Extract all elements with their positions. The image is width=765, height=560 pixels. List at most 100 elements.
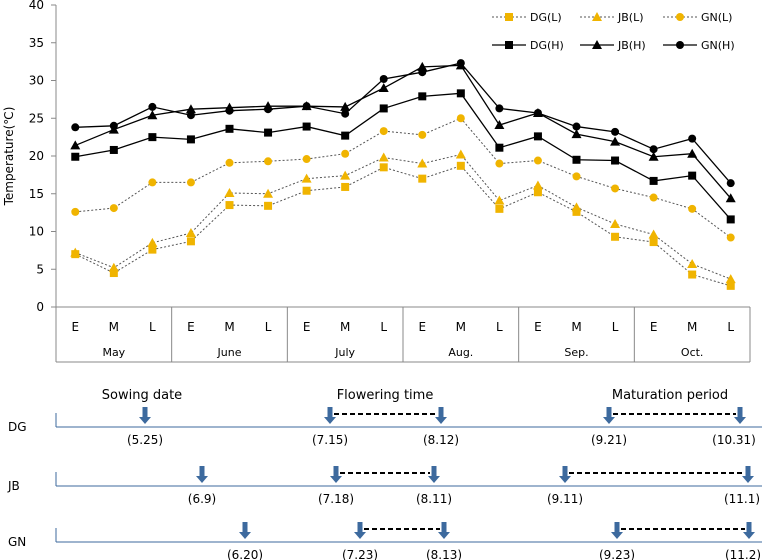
data-point: [648, 151, 659, 161]
arrow-icon: [327, 407, 333, 418]
y-tick-label: 10: [29, 225, 44, 239]
data-point: [264, 128, 273, 137]
data-point: [687, 258, 698, 268]
arrow-head-icon: [139, 417, 151, 424]
x-tick-label: L: [380, 320, 387, 334]
data-point: [494, 195, 505, 205]
maturation-start: (9.11): [547, 492, 583, 506]
data-point: [571, 202, 582, 212]
data-point: [649, 145, 658, 154]
series-jbh: [70, 60, 736, 203]
data-point: [186, 237, 195, 246]
data-point: [379, 104, 388, 113]
x-tick-label: M: [340, 320, 350, 334]
data-point: [572, 155, 581, 164]
sowing-date: (5.25): [127, 433, 163, 447]
data-point: [649, 176, 658, 185]
data-point: [302, 186, 311, 195]
header-maturation: Maturation period: [612, 388, 728, 403]
maturation-end: (11.2): [725, 548, 761, 560]
data-point: [592, 12, 602, 21]
y-tick-label: 20: [29, 149, 44, 163]
arrow-head-icon: [743, 532, 755, 539]
data-point: [533, 188, 542, 197]
arrow-head-icon: [742, 476, 754, 483]
data-point: [418, 174, 427, 183]
series-jbl: [70, 149, 736, 284]
data-point: [185, 228, 196, 238]
data-point: [725, 193, 736, 203]
data-point: [610, 136, 621, 146]
data-point: [592, 40, 602, 49]
data-point: [379, 127, 388, 136]
maturation-end: (10.31): [712, 433, 756, 447]
data-point: [571, 129, 582, 139]
data-point: [649, 238, 658, 247]
data-point: [495, 104, 504, 113]
arrow-head-icon: [324, 417, 336, 424]
data-point: [378, 83, 389, 93]
arrow-head-icon: [611, 532, 623, 539]
arrow-head-icon: [330, 476, 342, 483]
data-point: [264, 201, 273, 210]
data-point: [225, 106, 234, 115]
arrow-icon: [333, 466, 339, 477]
data-point: [341, 131, 350, 140]
sowing-date: (6.20): [227, 548, 263, 560]
arrow-icon: [431, 466, 437, 477]
temperature-chart: 0 5 10 15 20 25 30 35 40 Temperature(℃) E M L E M L E M L E…: [2, 0, 751, 363]
y-axis-label: Temperature(℃): [2, 107, 16, 207]
data-point: [341, 149, 350, 158]
data-point: [611, 184, 620, 193]
x-tick-label: M: [109, 320, 119, 334]
data-point: [148, 178, 157, 187]
month-label: Sep.: [564, 346, 588, 359]
arrow-head-icon: [438, 532, 450, 539]
data-point: [456, 114, 465, 123]
data-point: [109, 145, 118, 154]
data-point: [495, 204, 504, 213]
arrow-icon: [242, 522, 248, 533]
flowering-start: (7.18): [318, 492, 354, 506]
data-point: [688, 134, 697, 143]
month-label: May: [102, 346, 125, 359]
data-point: [505, 41, 513, 49]
y-tick-label: 40: [29, 0, 44, 12]
data-point: [264, 157, 273, 166]
month-label: Oct.: [681, 346, 704, 359]
x-tick-label: M: [456, 320, 466, 334]
data-point: [456, 161, 465, 170]
arrow-head-icon: [435, 417, 447, 424]
data-point: [186, 111, 195, 120]
data-point: [263, 188, 274, 198]
flowering-end: (8.11): [416, 492, 452, 506]
arrow-icon: [606, 407, 612, 418]
data-point: [676, 41, 684, 49]
y-tick-label: 35: [29, 36, 44, 50]
data-point: [417, 61, 428, 71]
arrow-head-icon: [734, 417, 746, 424]
data-point: [302, 155, 311, 164]
data-point: [225, 158, 234, 167]
data-point: [225, 201, 234, 210]
legend-label: GN(H): [701, 39, 735, 52]
data-point: [109, 269, 118, 278]
data-point: [417, 158, 428, 168]
data-point: [611, 127, 620, 136]
x-tick-label: E: [534, 320, 542, 334]
x-tick-label: L: [612, 320, 619, 334]
data-point: [532, 180, 543, 190]
data-point: [379, 163, 388, 172]
data-point: [225, 124, 234, 133]
legend-label: DG(L): [530, 11, 562, 24]
data-point: [726, 179, 735, 188]
series-line: [75, 165, 731, 287]
data-point: [109, 121, 118, 130]
data-point: [533, 156, 542, 165]
data-point: [302, 102, 311, 111]
data-point: [456, 59, 465, 68]
data-point: [494, 120, 505, 130]
data-point: [301, 173, 312, 183]
data-point: [70, 140, 81, 150]
data-point: [340, 101, 351, 111]
